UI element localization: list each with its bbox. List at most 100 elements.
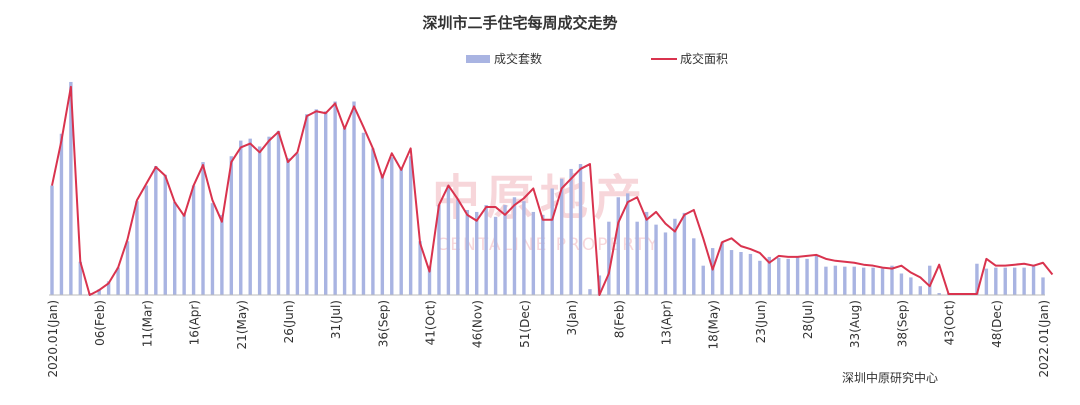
bar-47 <box>493 216 498 295</box>
bar-37 <box>399 167 403 295</box>
x-tick-label: 28(Jul) <box>801 300 815 339</box>
x-tick-label: 51(Dec) <box>518 300 532 348</box>
bar-61 <box>626 193 630 295</box>
bar-44 <box>465 209 469 295</box>
bar-11 <box>154 166 158 295</box>
bar-9 <box>135 201 139 295</box>
bar-29 <box>324 111 328 296</box>
bar-104 <box>1031 264 1036 295</box>
x-tick-label: 23(Jun) <box>754 300 768 343</box>
bar-18 <box>220 214 224 295</box>
bar-39 <box>418 241 422 295</box>
bar-31 <box>342 127 347 295</box>
bar-41 <box>437 205 441 295</box>
bar-100 <box>994 267 998 295</box>
bar-84 <box>843 266 847 295</box>
x-tick-label: 8(Feb) <box>612 300 626 338</box>
x-tick-label: 41(Oct) <box>424 300 438 345</box>
bar-28 <box>314 109 318 295</box>
bar-102 <box>1012 267 1017 295</box>
bar-49 <box>512 197 517 295</box>
bar-3 <box>78 261 83 295</box>
bar-19 <box>229 156 234 295</box>
bar-36 <box>390 157 394 295</box>
bar-88 <box>880 268 885 295</box>
bar-34 <box>371 148 375 295</box>
bar-65 <box>663 232 668 295</box>
bar-12 <box>163 174 167 295</box>
bar-55 <box>569 168 573 295</box>
bar-66 <box>673 218 677 295</box>
bar-56 <box>578 164 583 295</box>
bar-5 <box>97 289 101 295</box>
bar-24 <box>276 130 281 295</box>
x-tick-label: 31(Jul) <box>329 300 343 339</box>
bar-83 <box>833 265 838 295</box>
bar-101 <box>1003 267 1007 295</box>
source-label: 深圳中原研究中心 <box>842 370 938 385</box>
bar-62 <box>635 221 639 295</box>
bar-25 <box>286 158 290 295</box>
x-tick-label: 26(Jun) <box>282 300 296 343</box>
chart-title: 深圳市二手住宅每周成交走势 <box>422 14 617 32</box>
bar-89 <box>890 265 894 295</box>
bar-67 <box>682 212 687 295</box>
bar-74 <box>748 253 753 295</box>
bar-71 <box>720 242 724 295</box>
bar-30 <box>333 101 337 295</box>
bar-40 <box>427 265 432 295</box>
bar-21 <box>248 138 252 295</box>
bar-90 <box>899 273 904 295</box>
bar-54 <box>559 178 564 295</box>
bar-10 <box>144 185 149 295</box>
x-tick-label: 2020.01(Jan) <box>46 300 60 377</box>
bar-80 <box>805 258 809 295</box>
line-series <box>51 85 1054 296</box>
bar-75 <box>758 260 762 295</box>
x-tick-label: 3(Jan) <box>565 300 579 336</box>
bar-48 <box>503 205 507 295</box>
bar-85 <box>852 266 856 295</box>
x-tick-label: 13(Apr) <box>659 300 673 345</box>
bar-27 <box>305 114 309 295</box>
bar-2 <box>69 81 73 295</box>
bar-53 <box>550 188 554 295</box>
bar-93 <box>928 265 932 295</box>
bar-33 <box>361 132 366 295</box>
bar-32 <box>352 101 356 295</box>
legend: 成交套数 成交面积 <box>466 51 728 66</box>
x-tick-label: 46(Nov) <box>471 300 485 348</box>
x-tick-labels: 2020.01(Jan) 06(Feb) 11(Mar) 16(Apr) 21(May)… <box>46 300 1051 377</box>
bar-43 <box>456 199 460 295</box>
bar-23 <box>267 136 271 295</box>
bar-7 <box>116 267 120 295</box>
bar-8 <box>125 241 130 295</box>
x-tick-label: 16(Apr) <box>188 300 202 345</box>
x-tick-label: 38(Sep) <box>895 300 909 347</box>
bar-59 <box>607 221 611 295</box>
bar-6 <box>106 281 111 295</box>
bar-52 <box>541 214 545 295</box>
legend-bar-swatch <box>466 55 490 63</box>
x-tick-label: 11(Mar) <box>140 300 154 347</box>
bar-82 <box>824 266 828 295</box>
bar-94 <box>937 293 941 295</box>
bar-0 <box>50 185 54 295</box>
bar-68 <box>692 238 696 295</box>
bar-57 <box>588 289 592 295</box>
bar-51 <box>531 211 536 295</box>
bar-35 <box>380 175 385 295</box>
bar-16 <box>201 162 205 295</box>
bar-103 <box>1022 267 1026 295</box>
bar-26 <box>295 153 300 295</box>
bar-45 <box>475 211 479 295</box>
legend-bar-label: 成交套数 <box>494 51 542 66</box>
watermark-main: 中原地产 <box>432 170 648 226</box>
area-line-path <box>51 85 1054 296</box>
x-tick-label: 06(Feb) <box>93 300 107 346</box>
x-tick-label: 48(Dec) <box>990 300 1004 348</box>
bar-69 <box>701 265 705 295</box>
bar-98 <box>975 263 979 295</box>
bar-50 <box>522 201 526 295</box>
